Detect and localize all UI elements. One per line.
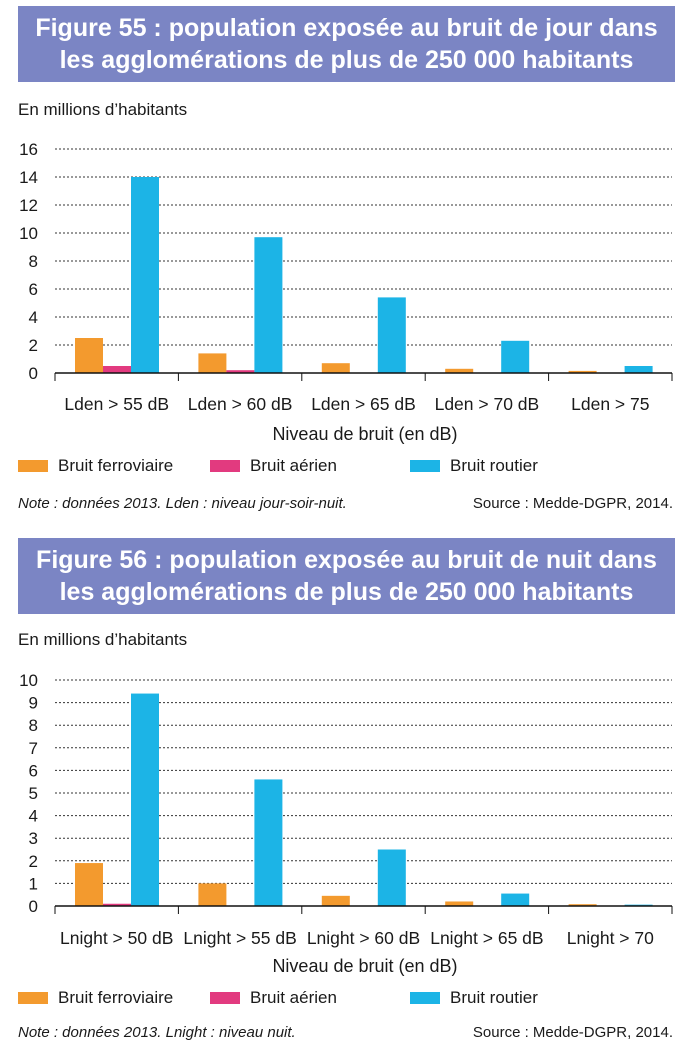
x-tick-label: Lnight > 65 dB [430,928,543,948]
bar-bruit-ferroviaire [321,363,350,373]
bar-bruit-ferroviaire [445,368,474,373]
legend-routier: Bruit routier [410,456,538,476]
legend-label: Bruit ferroviaire [58,988,174,1007]
y-tick-label: 14 [19,168,38,187]
bar-bruit-aerien [226,370,255,373]
y-tick-label: 1 [29,874,38,893]
note: Note : données 2013. Lden : niveau jour-… [18,495,347,512]
legend-label: Bruit aérien [250,988,337,1007]
legend-label: Bruit routier [450,988,538,1007]
source: Source : Medde-DGPR, 2014. [472,1024,673,1041]
x-tick-label: Lnight > 50 dB [60,928,173,948]
unit-label: En millions d’habitants [18,100,188,119]
legend-label: Bruit aérien [250,456,337,475]
y-tick-label: 9 [29,694,38,713]
bar-bruit-aerien [103,903,131,906]
legend-swatch [18,459,48,472]
x-tick-label: Lnight > 60 dB [307,928,420,948]
y-tick-label: 12 [19,196,38,215]
y-tick-label: 2 [29,852,38,871]
bar-bruit-routier [377,297,406,373]
legend-ferroviaire: Bruit ferroviaire [18,456,173,476]
x-tick-label: Lden > 55 dB [64,394,169,414]
legend-aerien: Bruit aérien [210,988,337,1008]
bar-bruit-ferroviaire [75,338,103,373]
legend-label: Bruit ferroviaire [58,456,174,475]
figure-title: Figure 55 : population exposée au bruit … [18,6,675,82]
bar-bruit-routier [254,237,283,373]
y-tick-label: 10 [19,671,38,690]
legend-swatch [410,459,440,472]
y-tick-label: 7 [29,739,38,758]
x-tick-label: Lden > 60 dB [188,394,293,414]
bar-bruit-ferroviaire [321,895,350,906]
y-tick-label: 16 [19,140,38,159]
bar-bruit-routier [624,366,653,373]
x-tick-label: Lnight > 70 [567,928,654,948]
y-tick-label: 10 [19,224,38,243]
legend-swatch [18,991,48,1004]
y-tick-label: 4 [29,308,38,327]
y-tick-label: 8 [29,716,38,735]
source: Source : Medde-DGPR, 2014. [472,495,673,512]
x-tick-label: Lden > 75 [571,394,649,414]
legend-swatch [210,459,240,472]
bar-bruit-aerien [103,366,131,373]
x-tick-label: Lden > 70 dB [435,394,540,414]
x-axis-label: Niveau de bruit (en dB) [272,424,458,444]
y-tick-label: 4 [29,807,38,826]
bar-bruit-routier [254,779,283,906]
legend-ferroviaire: Bruit ferroviaire [18,988,173,1008]
y-tick-label: 0 [29,364,38,383]
figure-title: Figure 56 : population exposée au bruit … [18,538,675,614]
y-tick-label: 2 [29,336,38,355]
bar-bruit-routier [501,340,530,373]
bar-bruit-routier [131,693,159,906]
legend-label: Bruit routier [450,456,538,475]
note: Note : données 2013. Lnight : niveau nui… [18,1024,296,1041]
unit-label: En millions d’habitants [18,630,188,649]
figure-55: Figure 55 : population exposée au bruit … [0,0,687,520]
y-tick-label: 3 [29,829,38,848]
y-tick-label: 6 [29,761,38,780]
y-tick-label: 6 [29,280,38,299]
legend-aerien: Bruit aérien [210,456,337,476]
y-tick-label: 8 [29,252,38,271]
x-axis-label: Niveau de bruit (en dB) [272,956,458,976]
x-tick-label: Lnight > 55 dB [183,928,296,948]
bar-bruit-ferroviaire [198,353,227,373]
bar-bruit-ferroviaire [568,904,597,906]
bar-chart-night: 0 1 2 3 4 5 6 7 8 9 10 Lnight > 50 dB Lnight > 55 dB… [19,671,673,948]
bar-bruit-ferroviaire [568,370,597,373]
bar-chart-day: 0 2 4 6 8 10 12 14 16 Lden > 55 dB Lden > 60 dB Lde… [19,140,673,414]
bar-bruit-ferroviaire [75,863,103,906]
bar-bruit-routier [501,893,530,906]
bar-bruit-routier [131,177,159,373]
legend-routier: Bruit routier [410,988,538,1008]
y-tick-label: 0 [29,897,38,916]
bar-bruit-ferroviaire [445,901,474,906]
x-tick-label: Lden > 65 dB [311,394,416,414]
figure-56: Figure 56 : population exposée au bruit … [0,534,687,1054]
legend-swatch [210,991,240,1004]
y-tick-label: 5 [29,784,38,803]
bar-bruit-routier [377,849,406,906]
bar-bruit-ferroviaire [198,883,227,906]
legend-swatch [410,991,440,1004]
